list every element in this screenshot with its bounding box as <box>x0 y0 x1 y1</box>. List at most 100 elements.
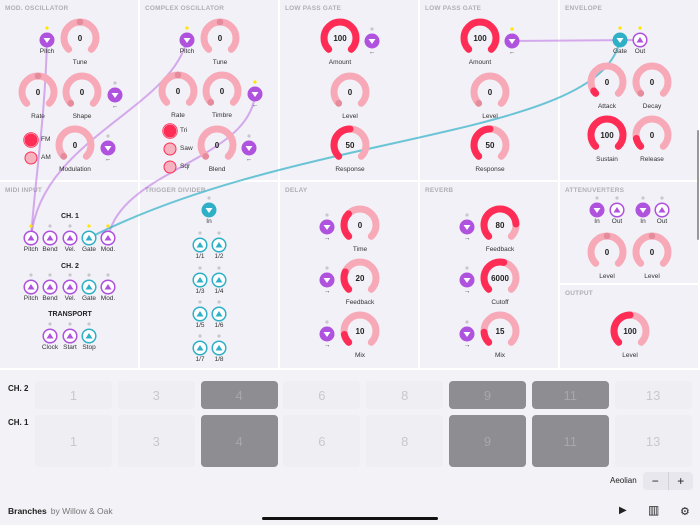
knob-label: Amount <box>468 59 492 66</box>
arrow-icon: ← <box>245 156 253 163</box>
knob-label: Attack <box>597 103 617 110</box>
port-label: Pitch <box>23 246 39 253</box>
port-label: 1/7 <box>195 356 205 363</box>
arrow-icon: → <box>463 288 471 295</box>
knob-label: Tune <box>72 59 88 66</box>
arrow-icon: ← <box>508 49 516 56</box>
step-cell[interactable]: 8 <box>366 415 444 467</box>
knob-label: Modulation <box>59 166 91 173</box>
port-label: Bend <box>42 246 58 253</box>
arrow-icon: ← <box>104 156 112 163</box>
module-attenuverters: ATTENUVERTERS <box>560 182 700 285</box>
port-label: Gate <box>612 48 628 55</box>
port-label: Gate <box>81 295 97 302</box>
channel-label: CH. 2 <box>8 384 29 393</box>
step-cell[interactable]: 3 <box>117 415 195 467</box>
step-cell[interactable]: 6 <box>283 381 361 409</box>
knob-label: Blend <box>208 166 226 173</box>
module-title: OUTPUT <box>565 290 593 297</box>
gear-icon[interactable]: ⚙ <box>680 506 690 518</box>
port-label: Clock <box>41 344 59 351</box>
section-label: CH. 1 <box>61 213 79 220</box>
module-title: LOW PASS GATE <box>285 5 342 12</box>
section-label: CH. 2 <box>61 263 79 270</box>
knob-label: Time <box>352 246 368 253</box>
module-trigger-divider: TRIGGER DIVIDER <box>140 182 280 370</box>
knob-label: Amount <box>328 59 352 66</box>
step-cell[interactable]: 3 <box>117 381 195 409</box>
radio-label: Tri <box>180 127 188 134</box>
port-label: Start <box>63 344 77 351</box>
section-label: TRANSPORT <box>48 311 92 318</box>
step-cell[interactable]: 13 <box>614 415 692 467</box>
knob-label: Level <box>482 113 498 120</box>
port-label: Gate <box>81 246 97 253</box>
port-label: Out <box>656 218 668 225</box>
module-title: MOD. OSCILLATOR <box>5 5 69 12</box>
module-envelope: ENVELOPE <box>560 0 700 182</box>
knob-label: Response <box>475 166 505 173</box>
scale-decrement-button[interactable]: − <box>643 472 669 490</box>
radio-label: AM <box>41 154 51 161</box>
port-label: 1/5 <box>195 322 205 329</box>
keyboard-icon[interactable]: ▥ <box>648 503 660 517</box>
radio-label: Sqr <box>180 163 191 170</box>
step-cell[interactable]: 9 <box>449 381 526 409</box>
step-cell[interactable]: 13 <box>614 381 692 409</box>
arrow-icon: → <box>323 342 331 349</box>
knob-label: Feedback <box>345 299 375 306</box>
app-name: Branches <box>8 506 47 516</box>
port-label: 1/4 <box>214 288 224 295</box>
step-cell[interactable]: 4 <box>200 415 278 467</box>
port-label: Bend <box>42 295 58 302</box>
footer-title: Branches by Willow & Oak <box>8 506 113 516</box>
knob-label: Mix <box>494 352 506 359</box>
step-cell[interactable]: 11 <box>531 381 609 409</box>
radio-label: FM <box>41 136 51 143</box>
step-cell[interactable]: 6 <box>283 415 361 467</box>
arrow-icon: → <box>323 235 331 242</box>
step-cell[interactable]: 8 <box>366 381 444 409</box>
knob-label: Level <box>622 352 638 359</box>
port-label: In <box>594 218 600 225</box>
step-cell[interactable]: 9 <box>449 415 526 467</box>
scale-increment-button[interactable]: + <box>677 474 685 488</box>
arrow-icon: ← <box>251 102 259 109</box>
port-label: Stop <box>82 344 96 351</box>
step-cell[interactable]: 4 <box>200 381 278 409</box>
port-label: Pitch <box>179 48 195 55</box>
scrollbar[interactable] <box>697 130 699 240</box>
step-cell[interactable]: 11 <box>531 415 609 467</box>
app-author: by Willow & Oak <box>50 506 113 516</box>
step-cell[interactable]: 1 <box>35 415 112 467</box>
port-label: In <box>206 218 212 225</box>
module-low-pass-gate: LOW PASS GATE <box>420 0 560 182</box>
knob-label: Response <box>335 166 365 173</box>
knob-label: Mix <box>354 352 366 359</box>
channel-label: CH. 1 <box>8 418 29 427</box>
module-title: COMPLEX OSCILLATOR <box>145 5 225 12</box>
module-title: REVERB <box>425 187 454 194</box>
port-label: In <box>640 218 646 225</box>
port-label: Out <box>611 218 623 225</box>
module-title: DELAY <box>285 187 308 194</box>
knob-label: Timbre <box>212 112 232 119</box>
port-label: 1/3 <box>195 288 205 295</box>
port-label: Vel. <box>64 295 76 302</box>
port-label: Out <box>634 48 646 55</box>
play-icon[interactable]: ▶ <box>619 505 627 516</box>
module-title: ENVELOPE <box>565 5 602 12</box>
port-label: 1/1 <box>195 253 205 260</box>
module-title: ATTENUVERTERS <box>565 187 625 194</box>
patch-rack: MOD. OSCILLATOR COMPLEX OSCILLATOR LOW PAS… <box>0 0 700 370</box>
module-low-pass-gate: LOW PASS GATE <box>280 0 420 182</box>
scale-stepper[interactable]: − + <box>643 472 693 490</box>
knob-label: Level <box>644 273 660 280</box>
module-complex-oscillator: COMPLEX OSCILLATOR <box>140 0 280 182</box>
knob-label: Sustain <box>596 156 618 163</box>
knob-label: Level <box>599 273 615 280</box>
port-label: 1/6 <box>214 322 224 329</box>
scale-label: Aeolian <box>610 476 637 485</box>
step-cell[interactable]: 1 <box>35 381 112 409</box>
arrow-icon: → <box>323 288 331 295</box>
